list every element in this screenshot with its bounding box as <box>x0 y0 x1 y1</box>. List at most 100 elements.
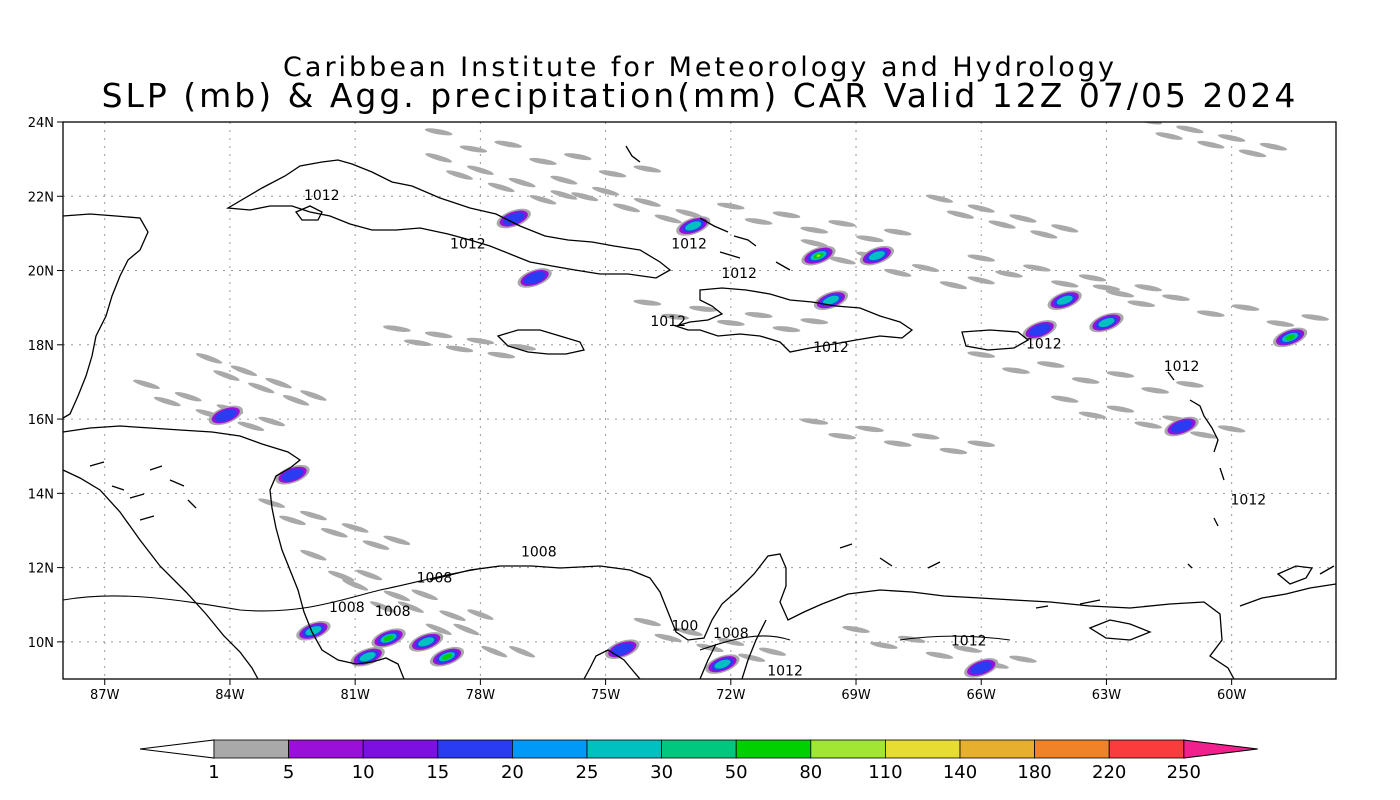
lon-tick-label: 60W <box>1217 688 1247 703</box>
precip-streak <box>925 194 954 203</box>
precip-streak <box>487 351 516 359</box>
precip-streak <box>744 312 773 319</box>
precip-streak <box>939 281 968 290</box>
lat-tick-label: 22N <box>28 190 54 205</box>
precip-streak <box>529 157 557 165</box>
isobar-label: 1012 <box>450 236 486 252</box>
precip-streak <box>550 175 578 185</box>
precip-streak <box>1106 405 1135 413</box>
precip-streak <box>509 645 536 658</box>
precip-cell <box>383 635 394 641</box>
abc-islands-coastline <box>839 543 941 569</box>
graticule-grid <box>63 121 1336 679</box>
precip-streak <box>424 128 453 136</box>
colorbar-high-arrow <box>1183 739 1258 759</box>
map-axes: 87W 84W 81W 78W 75W 72W 69W 66W 63W 60W 24N 22N 20N 1… <box>28 116 1247 703</box>
precip-streak <box>842 625 870 633</box>
precip-cell <box>359 652 376 662</box>
precip-streak <box>369 601 397 613</box>
mosquito-coast-islands <box>89 461 197 521</box>
precip-streak <box>466 337 495 345</box>
precip-streak <box>675 627 703 637</box>
colorbar-label: 220 <box>1092 762 1126 783</box>
colorbar-label: 20 <box>501 762 524 783</box>
lat-tick-label: 16N <box>28 413 54 428</box>
precip-streak <box>654 214 682 224</box>
precip-streak <box>598 170 627 178</box>
guyana-coastline <box>1239 583 1336 607</box>
precip-streak <box>1301 314 1329 321</box>
precip-streak <box>174 392 202 402</box>
precip-streak <box>459 145 488 153</box>
isobar-label: 1012 <box>1164 359 1200 375</box>
precip-streak <box>800 418 829 425</box>
precip-cell <box>714 659 731 669</box>
precip-streak <box>1051 224 1079 233</box>
map-title-line1: Caribbean Institute for Meteorology and … <box>283 52 1117 83</box>
colorbar-label: 10 <box>352 762 375 783</box>
colorbar-label: 140 <box>943 762 977 783</box>
lat-tick-label: 10N <box>28 636 54 651</box>
precip-streak <box>772 326 801 333</box>
precip-streak <box>870 641 898 649</box>
precip-streak <box>744 218 773 225</box>
precip-cell <box>1028 323 1051 337</box>
colorbar-label: 250 <box>1167 762 1201 783</box>
colorbar-segment <box>362 739 439 759</box>
lon-tick-label: 75W <box>591 688 621 703</box>
precip-streak <box>967 254 996 262</box>
precip-streak <box>1050 395 1079 403</box>
precipitation-field <box>133 122 1329 678</box>
precip-streak <box>153 396 181 407</box>
precip-streak <box>320 528 348 538</box>
map-title-line2: SLP (mb) & Agg. precipitation(mm) CAR Va… <box>101 76 1299 115</box>
precip-streak <box>828 256 856 265</box>
precip-streak <box>230 365 258 377</box>
precip-streak <box>279 515 306 526</box>
precip-streak <box>1106 371 1135 378</box>
precip-streak <box>383 325 411 332</box>
precip-streak <box>411 589 438 601</box>
isobar-label: 1012 <box>951 634 987 650</box>
lat-tick-label: 14N <box>28 487 54 502</box>
colorbar-label: 110 <box>868 762 902 783</box>
precip-streak <box>1134 284 1162 292</box>
precip-streak <box>1259 142 1288 151</box>
precip-streak <box>529 195 557 205</box>
colorbar-segment <box>512 739 588 759</box>
precip-cell <box>822 295 839 305</box>
precip-streak <box>911 433 940 440</box>
precip-streak <box>1106 290 1135 298</box>
colorbar-segment <box>1108 739 1185 759</box>
precip-streak <box>967 351 996 358</box>
precip-streak <box>800 318 829 325</box>
precip-cell <box>685 221 702 231</box>
precip-streak <box>772 211 801 219</box>
isobar-label: 1008 <box>375 604 411 620</box>
precip-streak <box>487 182 515 193</box>
precip-streak <box>1071 377 1100 384</box>
precip-streak <box>633 198 661 207</box>
central-america-coastline <box>63 213 405 679</box>
precip-streak <box>884 268 912 277</box>
precip-streak <box>1036 361 1065 368</box>
precip-streak <box>953 645 982 653</box>
coastlines <box>63 145 1336 679</box>
precip-streak <box>248 382 275 394</box>
precip-streak <box>453 623 480 636</box>
colorbar-segment <box>437 739 513 759</box>
precip-streak <box>563 153 592 161</box>
isobar-label: 1012 <box>813 340 849 356</box>
precip-streak <box>1141 387 1170 394</box>
precip-streak <box>856 235 884 243</box>
lon-tick-label: 69W <box>841 688 871 703</box>
precip-streak <box>466 165 494 175</box>
colorbar-label: 180 <box>1017 762 1051 783</box>
precip-streak <box>258 416 286 427</box>
precip-streak <box>133 379 160 390</box>
precip-streak <box>494 140 522 148</box>
precip-streak <box>897 635 926 643</box>
south-america-coastline <box>429 553 1235 679</box>
precip-streak <box>383 590 411 602</box>
